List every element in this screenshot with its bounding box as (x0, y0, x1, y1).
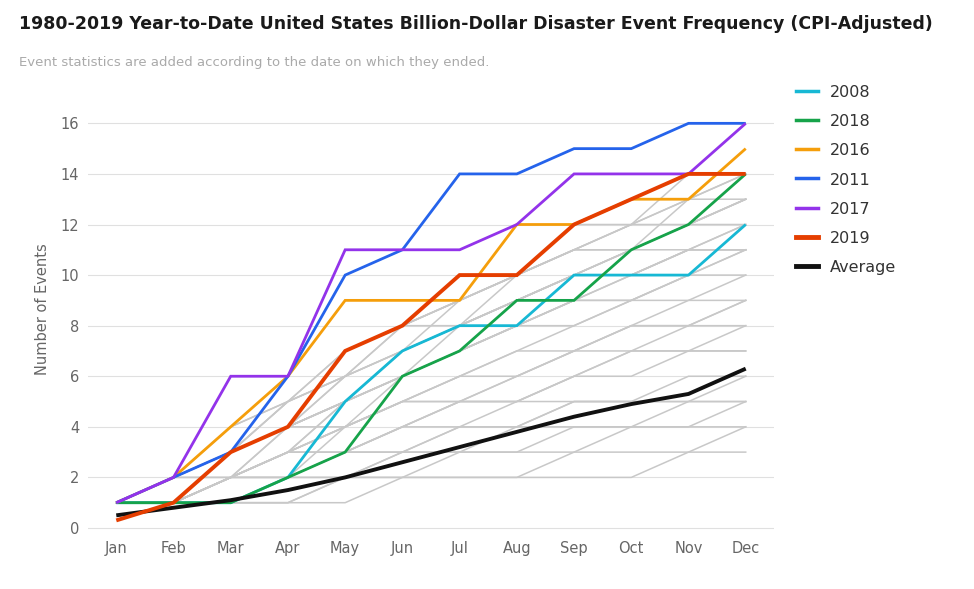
Text: Event statistics are added according to the date on which they ended.: Event statistics are added according to … (19, 56, 490, 69)
Y-axis label: Number of Events: Number of Events (35, 243, 50, 375)
Text: 1980-2019 Year-to-Date United States Billion-Dollar Disaster Event Frequency (CP: 1980-2019 Year-to-Date United States Bil… (19, 15, 933, 33)
Legend: 2008, 2018, 2016, 2011, 2017, 2019, Average: 2008, 2018, 2016, 2011, 2017, 2019, Aver… (796, 84, 896, 275)
